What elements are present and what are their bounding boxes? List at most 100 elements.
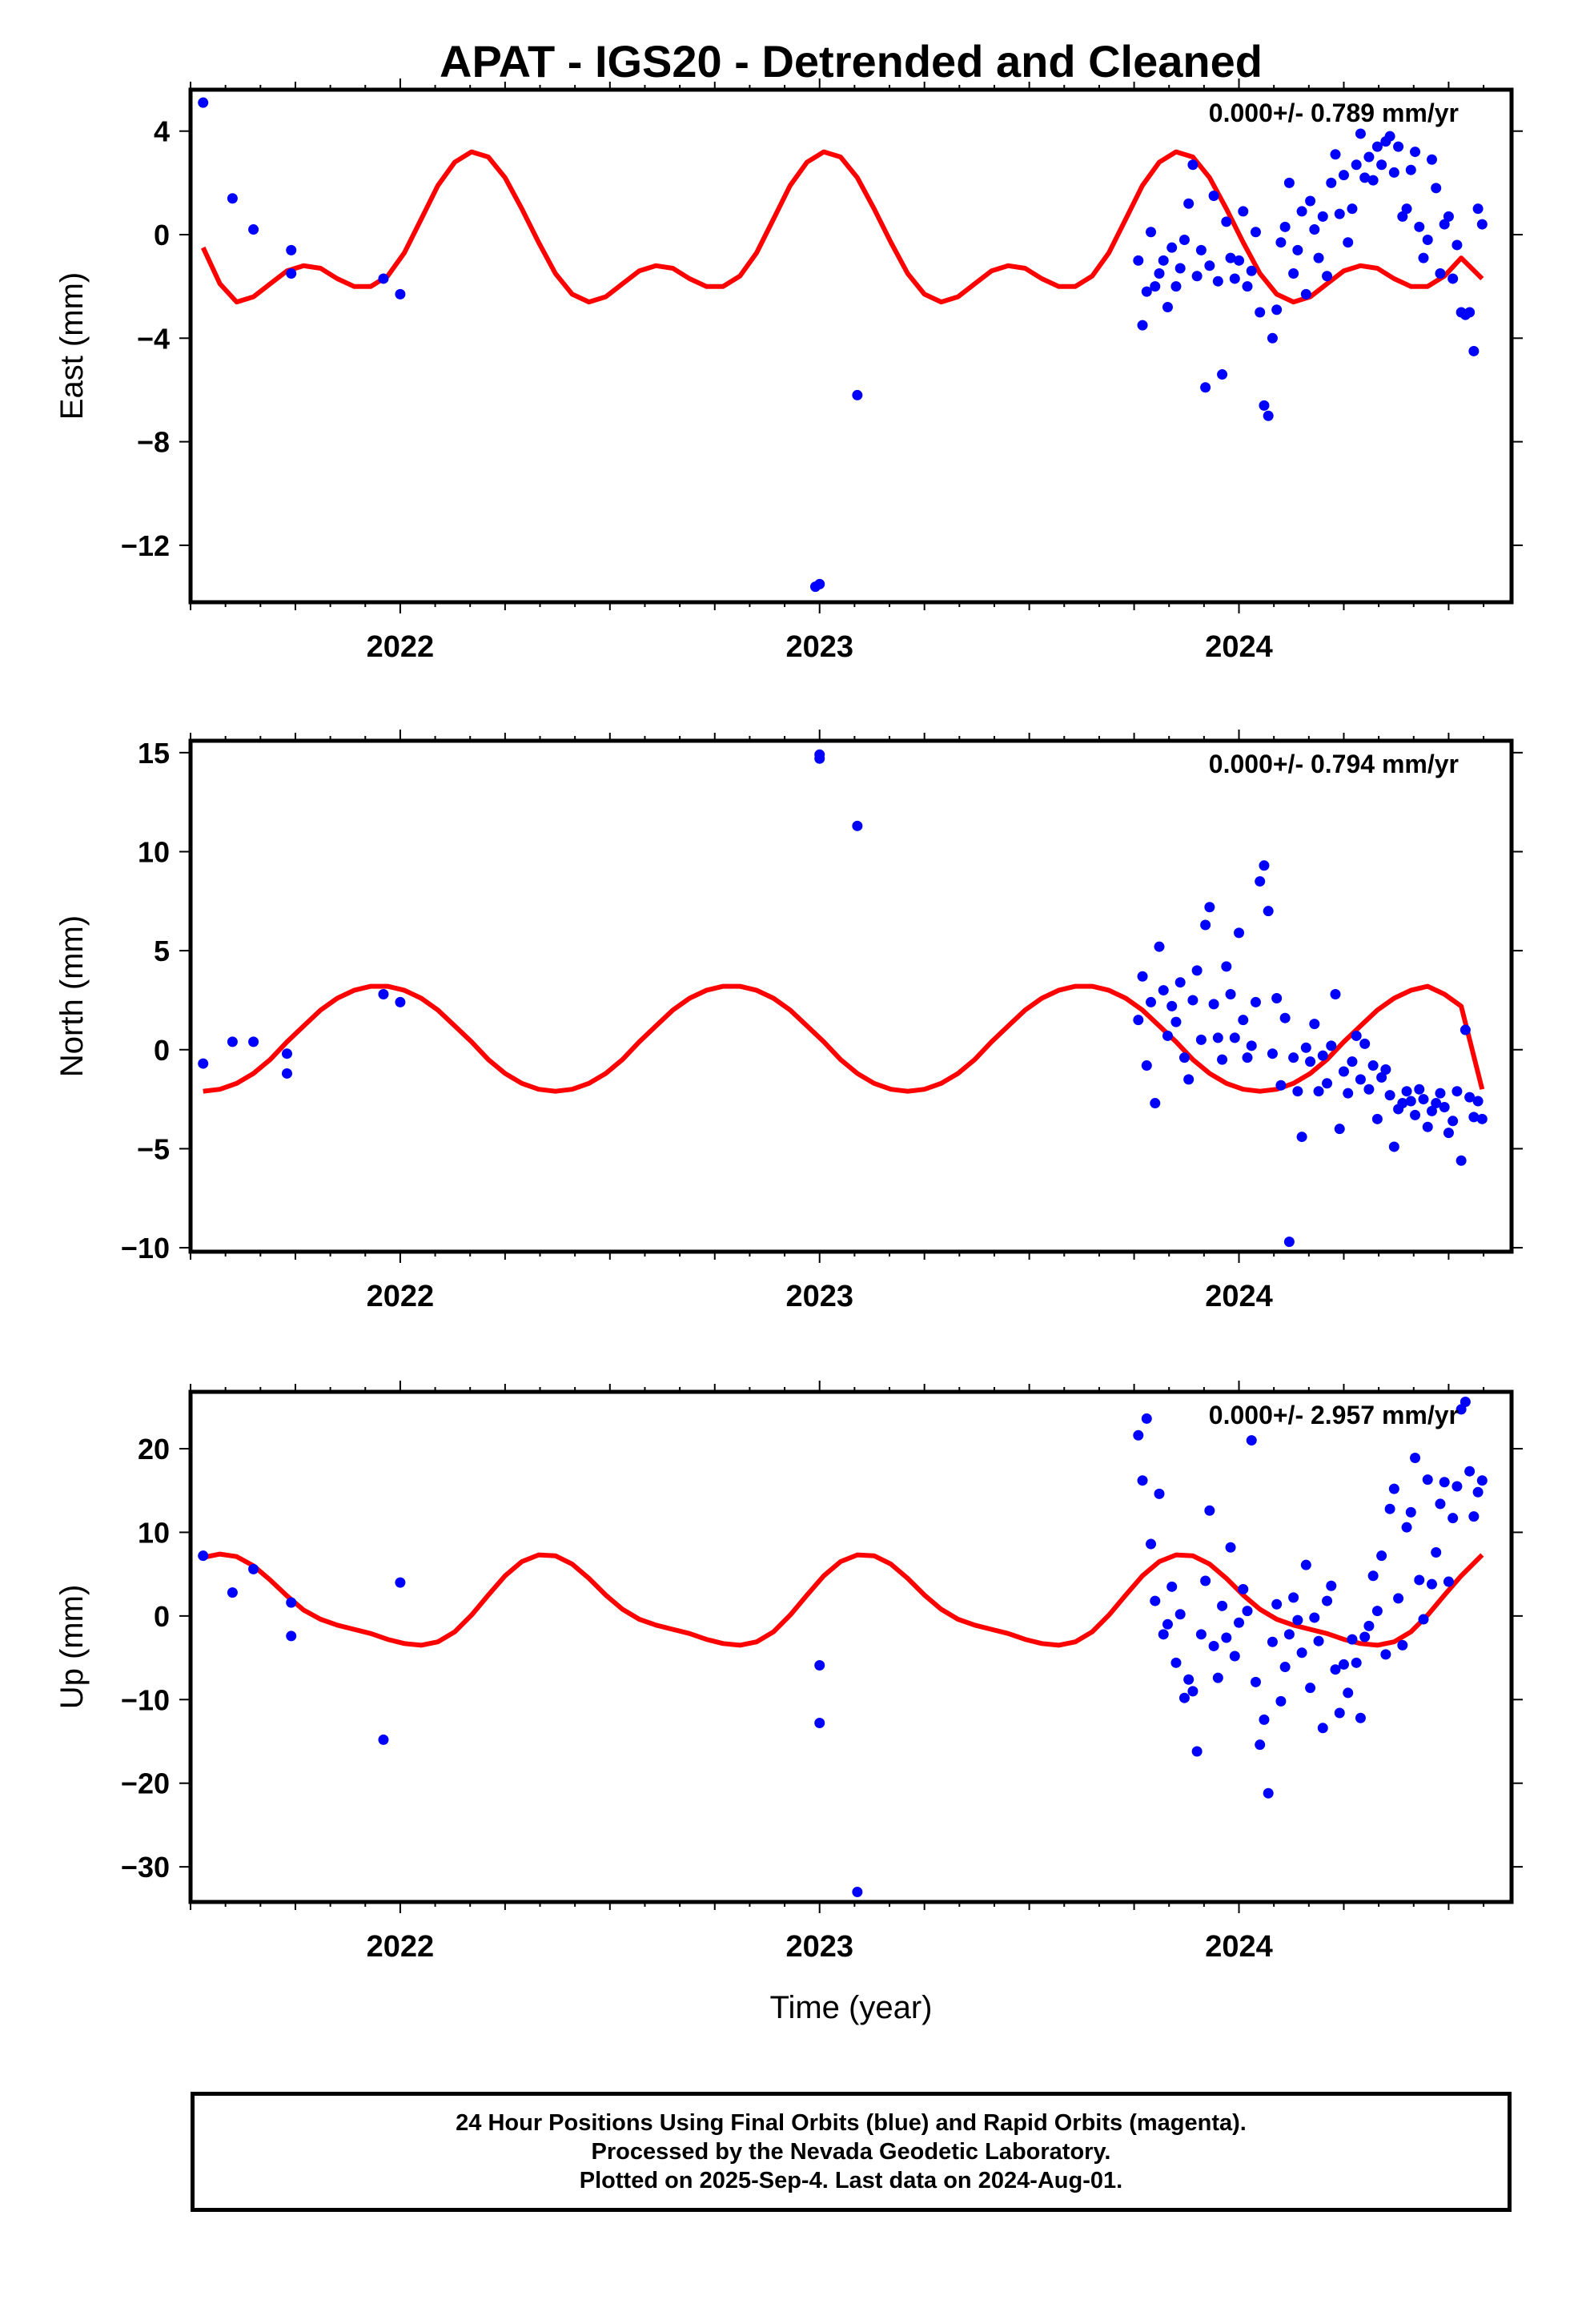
data-point (1300, 1559, 1311, 1570)
data-point (1343, 1687, 1354, 1699)
data-point (286, 1630, 297, 1642)
y-axis-label: Up (mm) (54, 1585, 90, 1710)
data-point (1292, 1614, 1303, 1626)
data-point (1250, 1676, 1261, 1687)
y-tick-label: 10 (138, 835, 170, 868)
data-point (1326, 1580, 1337, 1591)
data-point (1238, 1015, 1249, 1026)
data-point (1464, 307, 1476, 318)
data-point (1146, 227, 1157, 238)
data-point (1322, 271, 1333, 282)
data-point (1418, 252, 1429, 263)
data-point (1279, 1012, 1291, 1023)
data-point (1376, 1550, 1387, 1562)
data-point (1338, 1066, 1349, 1077)
data-point (1405, 1506, 1416, 1518)
data-point (1208, 191, 1219, 202)
data-point (1447, 1513, 1459, 1524)
data-point (1334, 1707, 1345, 1719)
data-point (1158, 1629, 1169, 1640)
data-point (852, 1886, 863, 1897)
data-point (1309, 1019, 1320, 1030)
y-tick-label: 20 (138, 1433, 170, 1466)
data-point (1414, 1084, 1425, 1095)
data-point (1279, 221, 1291, 232)
data-point (1405, 1096, 1416, 1107)
data-point (1418, 1614, 1429, 1625)
data-point (1271, 304, 1283, 316)
plot-frame (188, 738, 1514, 1254)
data-point (1204, 902, 1215, 913)
data-point (1414, 1574, 1425, 1586)
x-tick-label: 2024 (1205, 630, 1273, 664)
data-point (1133, 1429, 1144, 1441)
data-point (1317, 211, 1328, 222)
data-point (1137, 320, 1148, 331)
data-point (1431, 1098, 1442, 1109)
data-point (1367, 1570, 1379, 1582)
data-point (1476, 219, 1488, 230)
data-point (1380, 1649, 1391, 1660)
data-point (1150, 1098, 1161, 1109)
x-tick-label: 2024 (1205, 1930, 1273, 1964)
north-panel: 2022 2023 2024 15 10 5 0 −5 −10 North (mm) 0.000+/… (54, 730, 1523, 1313)
data-point (1279, 1662, 1291, 1673)
data-point (395, 996, 406, 1007)
data-point (1191, 965, 1203, 976)
data-point (1296, 1132, 1307, 1143)
data-point (1443, 1128, 1454, 1139)
data-point (1343, 237, 1354, 248)
data-point (1422, 1121, 1433, 1132)
data-point (1468, 1112, 1480, 1123)
data-point (1393, 141, 1404, 152)
data-point (1305, 1056, 1316, 1068)
model-curve (200, 149, 1484, 305)
x-tick-label: 2022 (367, 1280, 435, 1313)
data-point (1435, 267, 1446, 279)
data-point (1283, 1236, 1295, 1248)
data-point (1351, 1030, 1362, 1041)
data-point (1410, 1109, 1421, 1120)
data-point (1283, 1629, 1295, 1640)
data-point (1343, 1088, 1354, 1099)
data-point (1141, 286, 1152, 297)
data-point (1154, 941, 1165, 952)
data-point (1401, 1522, 1412, 1533)
y-axis-label: North (mm) (54, 915, 90, 1077)
data-point (1305, 195, 1316, 207)
data-point (1267, 1048, 1278, 1059)
data-point (1464, 1466, 1476, 1477)
data-point (1300, 1042, 1311, 1053)
data-point (1317, 1723, 1328, 1734)
data-point (1246, 265, 1257, 276)
data-point (1292, 244, 1303, 255)
data-point (1347, 1056, 1358, 1068)
data-point (1347, 1634, 1358, 1645)
data-point (1388, 1483, 1399, 1494)
data-point (286, 267, 297, 279)
data-point (1158, 255, 1169, 266)
data-point (1401, 203, 1412, 215)
chart-title: APAT - IGS20 - Detrended and Cleaned (440, 36, 1263, 86)
y-tick-label: −5 (137, 1132, 170, 1165)
data-point (1322, 1078, 1333, 1089)
data-point (1431, 183, 1442, 194)
plot-frame (188, 1389, 1514, 1904)
data-point (1242, 1606, 1253, 1617)
y-tick-label: −10 (121, 1232, 170, 1265)
data-point (1338, 170, 1349, 181)
data-point (1443, 211, 1454, 222)
data-point (1225, 252, 1236, 263)
data-point (1326, 177, 1337, 188)
data-point (1452, 1481, 1463, 1492)
data-point (1330, 149, 1341, 160)
model-curve (203, 983, 1485, 1094)
data-point (1288, 1052, 1299, 1063)
data-point (1275, 1080, 1287, 1091)
data-point (1447, 273, 1459, 284)
data-point (1267, 1636, 1278, 1647)
data-point (1275, 1695, 1287, 1707)
data-point (1259, 400, 1270, 411)
y-tick-label: 0 (154, 1034, 170, 1067)
data-point (1313, 1086, 1324, 1097)
